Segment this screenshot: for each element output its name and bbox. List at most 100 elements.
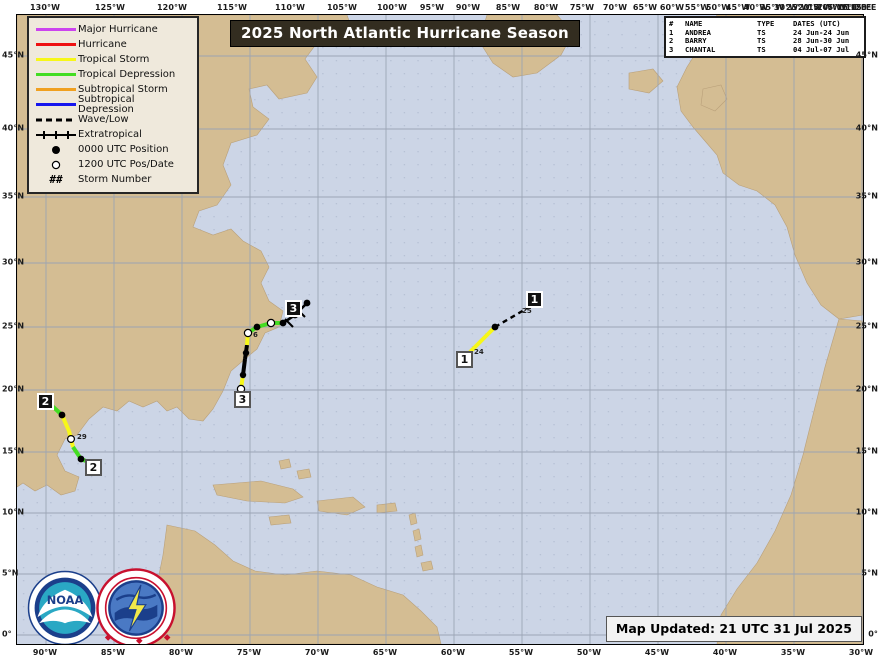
lat-tick-right: 15°N	[855, 446, 878, 456]
page-title: 2025 North Atlantic Hurricane Season	[230, 20, 580, 47]
lon-tick-bottom: 65°W	[372, 648, 398, 657]
storm-tag-andrea-end: 1	[526, 291, 543, 308]
lat-tick-right: 40°N	[855, 123, 878, 133]
lon-tick-top: 5°E	[842, 3, 858, 12]
storm-type: TS	[757, 36, 766, 46]
legend-label: Hurricane	[78, 38, 127, 50]
storm-number: 3	[669, 44, 674, 54]
lon-tick-top: 55°W	[684, 3, 710, 12]
lat-tick-left: 30°N	[2, 257, 25, 267]
lon-tick-top: 85°W	[495, 3, 521, 12]
lon-tick-bottom: 45°W	[644, 648, 670, 657]
storm-name: BARRY	[685, 36, 707, 46]
storm-type: TS	[757, 27, 766, 37]
storm-dates: 24 Jun-24 Jun	[793, 27, 850, 37]
lat-tick-left: 0°	[2, 629, 12, 639]
legend-item-0000-utc-position: 0000 UTC Position	[34, 142, 192, 157]
legend-label: Tropical Storm	[78, 53, 150, 65]
legend-item-1200-utc-position: 1200 UTC Pos/Date	[34, 157, 192, 172]
storm-tag-barry-start: 2	[37, 393, 54, 410]
extratropical-barbed-icon	[34, 130, 78, 140]
lon-tick-top: 95°W	[419, 3, 445, 12]
legend-item-wave-low: Wave/Low	[34, 112, 192, 127]
lon-tick-top: 35°W	[759, 3, 785, 12]
hurricane-swatch-icon	[34, 43, 78, 46]
lon-tick-bottom: 85°W	[100, 648, 126, 657]
lon-tick-top: 110°W	[274, 3, 306, 12]
lon-tick-bottom: 70°W	[304, 648, 330, 657]
storm-number: 1	[669, 27, 674, 37]
tropical-storm-swatch-icon	[34, 58, 78, 61]
table-row: 3 CHANTAL TS 04 Jul-07 Jul	[669, 44, 861, 55]
legend-item-tropical-storm: Tropical Storm	[34, 52, 192, 67]
storm-dates: 28 Jun-30 Jun	[793, 36, 850, 46]
lon-tick-top: 115°W	[216, 3, 248, 12]
noaa-logo: NOAA	[27, 570, 103, 644]
table-row: 1 ANDREA TS 24 Jun-24 Jun	[669, 27, 861, 38]
lat-tick-right: 10°N	[855, 507, 878, 517]
subtropical-storm-swatch-icon	[34, 88, 78, 91]
subtropical-depression-swatch-icon	[34, 103, 78, 106]
storm-summary-table: # NAME TYPE DATES (UTC) 1 ANDREA TS 24 J…	[664, 16, 866, 59]
lat-tick-left: 25°N	[2, 321, 25, 331]
legend-label: Wave/Low	[78, 113, 129, 125]
lon-tick-top: 120°W	[156, 3, 188, 12]
lon-tick-bottom: 30°W	[848, 648, 874, 657]
storm-date-andrea-25: 25	[522, 307, 532, 315]
lat-tick-left: 20°N	[2, 384, 25, 394]
lat-tick-right: 5°N	[861, 568, 878, 578]
storm-date-andrea-24: 24	[474, 348, 484, 356]
legend-item-subtropical-depression: Subtropical Depression	[34, 93, 192, 115]
storm-track-andrea	[467, 304, 532, 355]
lon-tick-top: 130°W	[29, 3, 61, 12]
lat-tick-right: 30°N	[855, 257, 878, 267]
lon-tick-bottom: 35°W	[780, 648, 806, 657]
header-name: NAME	[685, 19, 703, 28]
lon-tick-top: 15°W	[807, 3, 833, 12]
legend-label: Subtropical Depression	[78, 93, 135, 115]
storm-name: CHANTAL	[685, 44, 716, 54]
legend-item-tropical-depression: Tropical Depression	[34, 67, 192, 82]
storm-type: TS	[757, 44, 766, 54]
national-weather-service-logo	[96, 568, 176, 644]
lon-tick-bottom: 90°W	[32, 648, 58, 657]
header-number: #	[669, 19, 674, 28]
lon-tick-top: 10°E	[845, 3, 867, 12]
lon-tick-top: 45°W	[725, 3, 751, 12]
storm-tag-andrea-start: 1	[456, 351, 473, 368]
legend-label: 0000 UTC Position	[78, 143, 169, 155]
lon-tick-top: 40°W	[743, 3, 769, 12]
legend-item-hurricane: Hurricane	[34, 37, 192, 52]
lon-tick-top: 5°W	[827, 3, 847, 12]
header-type: TYPE	[757, 19, 775, 28]
lon-tick-top: 75°W	[569, 3, 595, 12]
legend-label: Tropical Depression	[78, 68, 176, 80]
lon-tick-bottom: 55°W	[508, 648, 534, 657]
lon-tick-top: 65°W	[632, 3, 658, 12]
storm-number-hash-icon: ##	[49, 173, 63, 186]
major-hurricane-swatch-icon	[34, 28, 78, 31]
lon-tick-top: 100°W	[376, 3, 408, 12]
storm-tag-barry-end: 2	[85, 459, 102, 476]
lon-tick-top: 25°W	[785, 3, 811, 12]
storm-tag-chantal-end: 3	[234, 391, 251, 408]
lat-tick-left: 35°N	[2, 191, 25, 201]
lon-tick-top: 0°	[839, 3, 849, 12]
open-dot-icon	[34, 160, 78, 170]
storm-track-barry	[48, 402, 92, 465]
table-header-row: # NAME TYPE DATES (UTC)	[669, 19, 861, 29]
storm-number: 2	[669, 36, 674, 46]
lon-tick-top: 10°W	[816, 3, 842, 12]
storm-date-chantal-6: 6	[253, 331, 258, 339]
lon-tick-top: 125°W	[94, 3, 126, 12]
lat-tick-right: 25°N	[855, 321, 878, 331]
lat-tick-right: 45°N	[855, 50, 878, 60]
lon-tick-top: 15°E	[850, 3, 872, 12]
storm-date-barry-29: 29	[77, 433, 87, 441]
map-legend: Major Hurricane Hurricane Tropical Storm…	[27, 16, 199, 194]
legend-item-extratropical: Extratropical	[34, 127, 192, 142]
lon-tick-top: 105°W	[326, 3, 358, 12]
lat-tick-right: 0°	[868, 629, 878, 639]
storm-name: ANDREA	[685, 27, 711, 37]
